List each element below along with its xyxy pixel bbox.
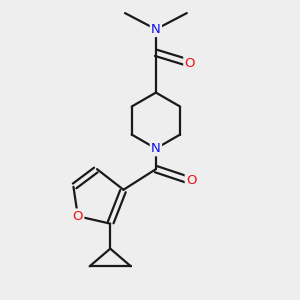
Text: O: O <box>73 210 83 223</box>
Text: N: N <box>151 142 161 155</box>
Text: O: O <box>186 174 196 188</box>
Text: O: O <box>184 57 195 70</box>
Text: N: N <box>151 23 161 36</box>
